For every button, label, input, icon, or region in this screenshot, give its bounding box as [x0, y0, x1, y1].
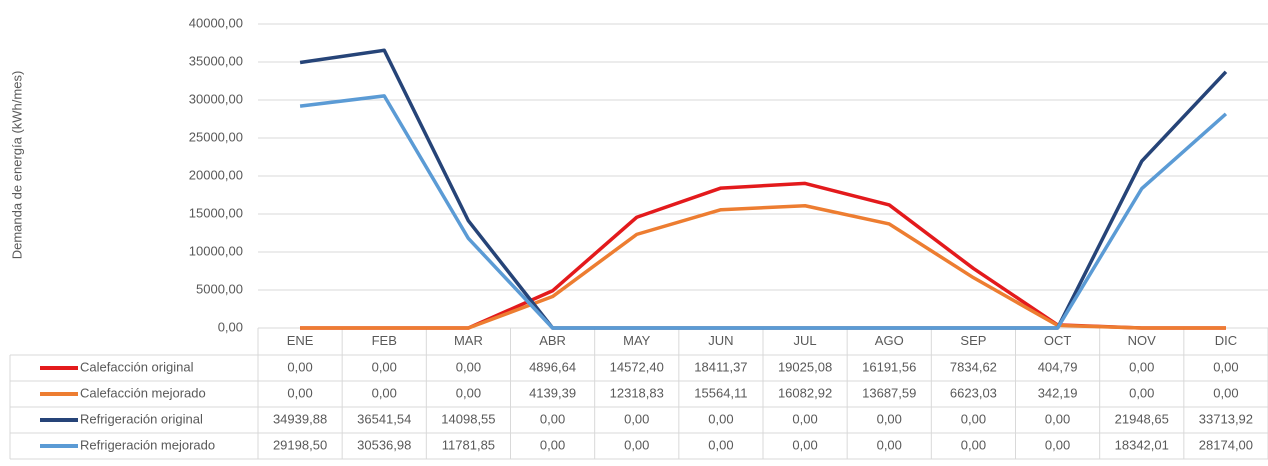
legend-label: Refrigeración mejorado: [80, 437, 215, 452]
y-tick-label: 25000,00: [189, 129, 243, 144]
y-tick-label: 20000,00: [189, 167, 243, 182]
table-value: 0,00: [877, 437, 902, 452]
table-value: 18342,01: [1115, 437, 1169, 452]
legend-label: Calefacción original: [80, 359, 194, 374]
table-value: 18411,37: [694, 359, 747, 374]
y-tick-label: 10000,00: [189, 243, 243, 258]
table-value: 33713,92: [1199, 411, 1253, 426]
table-value: 19025,08: [778, 359, 832, 374]
line-series: [300, 181, 1226, 330]
table-value: 0,00: [456, 385, 481, 400]
table-value: 342,19: [1038, 385, 1078, 400]
table-value: 11781,85: [442, 437, 495, 452]
y-tick-label: 35000,00: [189, 53, 243, 68]
table-value: 15564,11: [694, 385, 747, 400]
line-series: [300, 204, 1226, 330]
table-value: 0,00: [1129, 359, 1154, 374]
table-value: 12318,83: [610, 385, 664, 400]
line-series: [299, 94, 1228, 330]
table-value: 21948,65: [1115, 411, 1169, 426]
legend-label: Refrigeración original: [80, 411, 203, 426]
x-tick-label: AGO: [875, 333, 904, 348]
table-value: 0,00: [287, 359, 312, 374]
table-value: 36541,54: [357, 411, 411, 426]
table-value: 0,00: [1213, 385, 1238, 400]
table-value: 404,79: [1038, 359, 1078, 374]
table-value: 16191,56: [862, 359, 916, 374]
table-value: 0,00: [961, 411, 986, 426]
table-value: 4139,39: [529, 385, 576, 400]
table-value: 0,00: [624, 411, 649, 426]
x-tick-label: FEB: [372, 333, 397, 348]
table-value: 7834,62: [950, 359, 997, 374]
table-value: 0,00: [1213, 359, 1238, 374]
table-value: 0,00: [624, 437, 649, 452]
table-value: 0,00: [1129, 385, 1154, 400]
table-value: 0,00: [961, 437, 986, 452]
table-value: 0,00: [372, 359, 397, 374]
x-tick-label: MAR: [454, 333, 483, 348]
x-tick-label: NOV: [1128, 333, 1157, 348]
table-value: 28174,00: [1199, 437, 1253, 452]
x-tick-label: JUL: [794, 333, 817, 348]
x-tick-label: MAY: [623, 333, 651, 348]
y-axis-label: Demanda de energía (kWh/mes): [9, 71, 24, 260]
x-tick-label: JUN: [708, 333, 733, 348]
y-tick-label: 15000,00: [189, 205, 243, 220]
table-value: 14572,40: [610, 359, 664, 374]
table-value: 4896,64: [529, 359, 576, 374]
table-value: 34939,88: [273, 411, 327, 426]
table-value: 29198,50: [273, 437, 327, 452]
table-value: 0,00: [372, 385, 397, 400]
table-value: 0,00: [792, 411, 817, 426]
x-tick-label: OCT: [1044, 333, 1072, 348]
table-value: 13687,59: [862, 385, 916, 400]
table-value: 16082,92: [778, 385, 832, 400]
table-value: 0,00: [1045, 437, 1070, 452]
x-tick-label: DIC: [1215, 333, 1237, 348]
x-tick-label: ENE: [287, 333, 314, 348]
table-value: 0,00: [540, 437, 565, 452]
table-value: 0,00: [287, 385, 312, 400]
table-value: 0,00: [792, 437, 817, 452]
y-tick-label: 0,00: [218, 319, 243, 334]
legend-label: Calefacción mejorado: [80, 385, 206, 400]
table-value: 14098,55: [441, 411, 495, 426]
table-value: 6623,03: [950, 385, 997, 400]
y-tick-label: 5000,00: [196, 281, 243, 296]
table-value: 30536,98: [357, 437, 411, 452]
table-value: 0,00: [456, 359, 481, 374]
x-tick-label: ABR: [539, 333, 566, 348]
table-value: 0,00: [877, 411, 902, 426]
table-value: 0,00: [540, 411, 565, 426]
x-tick-label: SEP: [960, 333, 986, 348]
table-value: 0,00: [1045, 411, 1070, 426]
y-tick-label: 40000,00: [189, 15, 243, 30]
y-tick-label: 30000,00: [189, 91, 243, 106]
table-value: 0,00: [708, 411, 733, 426]
table-value: 0,00: [708, 437, 733, 452]
